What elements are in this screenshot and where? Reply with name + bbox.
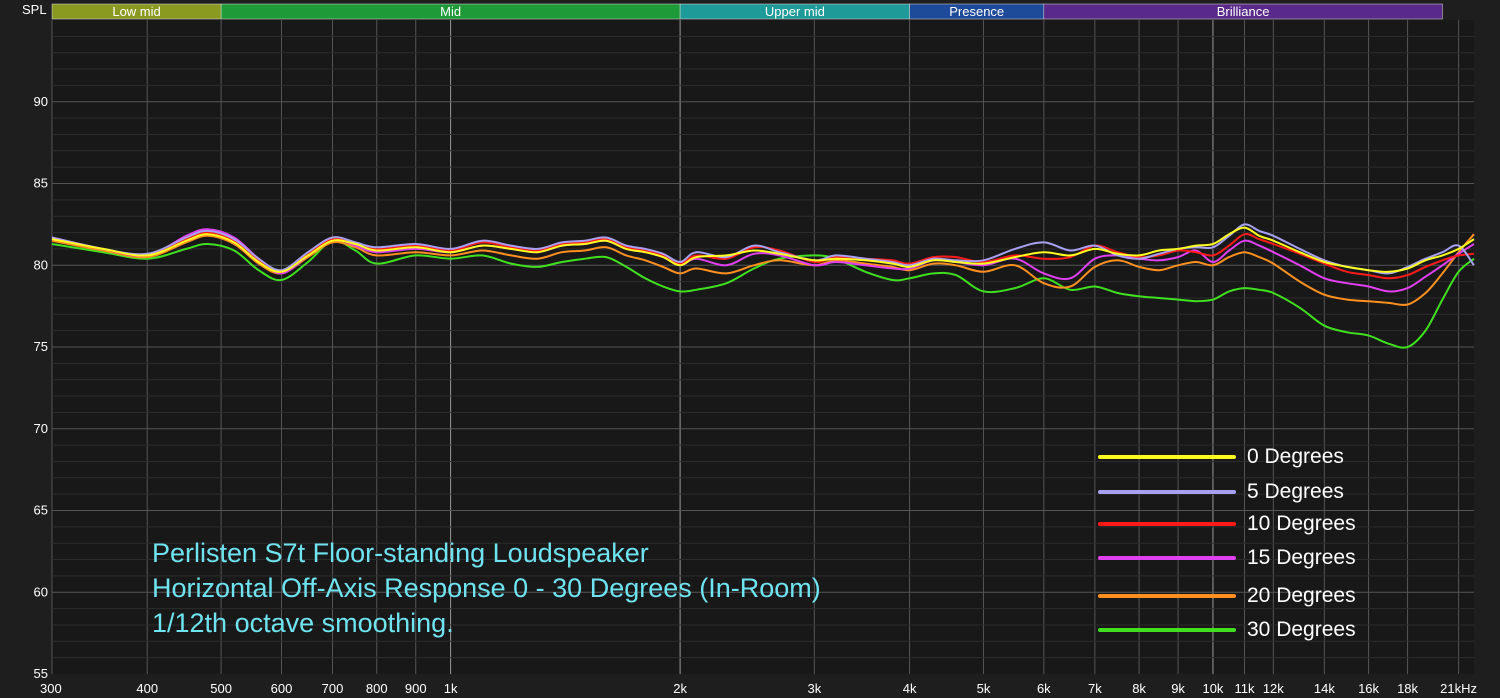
x-tick-label: 10k [1202, 681, 1223, 696]
x-tick-label: 12k [1263, 681, 1284, 696]
series-line-5-degrees [51, 223, 1475, 275]
x-tick-label: 11k [1235, 681, 1255, 696]
x-tick-label: 21kHz [1440, 681, 1477, 696]
y-tick-label: 70 [34, 421, 48, 436]
series-line-30-degrees [51, 239, 1475, 349]
x-tick-label: 900 [405, 681, 427, 696]
series-line-15-degrees [51, 228, 1475, 293]
legend-label: 0 Degrees [1247, 445, 1344, 468]
y-tick-label: 55 [34, 666, 48, 681]
axis-labels: SPL 300 400 500 600 700 800 900 1k 2k 3k 4k 5k 6k 7k 8… [22, 2, 1477, 696]
x-tick-label: 800 [366, 681, 388, 696]
series-layer [51, 223, 1475, 349]
annotation: Perlisten S7t Floor-standing Loudspeaker… [152, 538, 821, 638]
legend-label: 5 Degrees [1247, 480, 1344, 503]
y-tick-label: 65 [34, 503, 48, 518]
legend: 0 Degrees 5 Degrees 10 Degrees 15 Degrees 20… [1098, 445, 1356, 641]
band-label: Brilliance [1217, 4, 1270, 19]
band-label: Low mid [112, 4, 160, 19]
x-tick-label: 400 [136, 681, 158, 696]
x-tick-label: 700 [322, 681, 344, 696]
x-tick-label: 9k [1171, 681, 1185, 696]
y-tick-label: 60 [34, 584, 48, 599]
x-tick-label: 7k [1088, 681, 1102, 696]
x-tick-label: 4k [903, 681, 917, 696]
annotation-line-3: 1/12th octave smoothing. [152, 608, 454, 638]
series-line-20-degrees [51, 233, 1475, 306]
legend-label: 15 Degrees [1247, 546, 1356, 569]
y-tick-label: 80 [34, 257, 48, 272]
legend-label: 20 Degrees [1247, 584, 1356, 607]
x-tick-label: 2k [673, 681, 687, 696]
band-label: Mid [440, 4, 461, 19]
annotation-line-2: Horizontal Off-Axis Response 0 - 30 Degr… [152, 573, 821, 603]
x-tick-label: 18k [1397, 681, 1418, 696]
band-label: Presence [949, 4, 1004, 19]
y-tick-label: 75 [34, 339, 48, 354]
series-line-0-degrees [51, 226, 1475, 273]
x-tick-label: 6k [1037, 681, 1051, 696]
legend-label: 10 Degrees [1247, 512, 1356, 535]
band-label: Upper mid [765, 4, 825, 19]
y-tick-label: 90 [34, 94, 48, 109]
x-tick-label: 300 [40, 681, 62, 696]
annotation-line-1: Perlisten S7t Floor-standing Loudspeaker [152, 538, 649, 568]
x-tick-label: 8k [1132, 681, 1146, 696]
legend-label: 30 Degrees [1247, 618, 1356, 641]
x-tick-label: 5k [977, 681, 991, 696]
band-brilliance [1043, 3, 1443, 20]
y-axis-label: SPL [22, 2, 47, 17]
x-tick-label: 16k [1358, 681, 1379, 696]
y-tick-label: 85 [34, 176, 48, 191]
x-tick-label: 3k [807, 681, 821, 696]
grid-layer [51, 20, 1474, 674]
band-strip: Low mid Mid Upper mid Presence Brilliance [51, 3, 1443, 20]
x-tick-label: 14k [1314, 681, 1335, 696]
x-tick-label: 600 [271, 681, 293, 696]
x-tick-label: 1k [444, 681, 458, 696]
x-tick-label: 500 [210, 681, 232, 696]
